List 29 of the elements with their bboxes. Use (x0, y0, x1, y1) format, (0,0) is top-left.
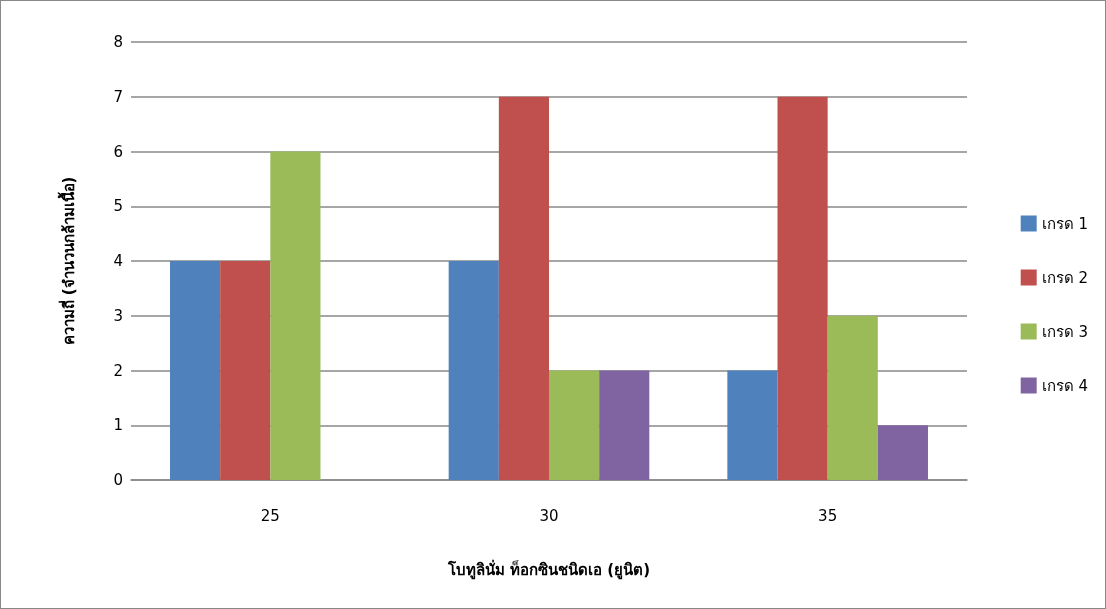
bar (599, 370, 650, 480)
y-tick-label: 2 (113, 361, 123, 380)
y-tick-label: 1 (113, 416, 123, 435)
bar (877, 425, 928, 480)
bar (170, 261, 221, 480)
legend-label: เกรด 4 (1041, 376, 1088, 395)
bar (827, 315, 878, 480)
y-tick-label: 0 (113, 471, 123, 489)
bar (448, 261, 499, 480)
y-axis-title: ความถี่ (จำนวนกล้ามเนื้อ) (56, 176, 78, 346)
bar (220, 261, 271, 480)
legend-label: เกรด 1 (1041, 214, 1088, 233)
y-tick-label: 8 (113, 33, 123, 51)
x-tick-label: 30 (539, 506, 559, 525)
x-axis-title: โบทูลินั่ม ท็อกซินชนิดเอ (ยูนิต) (446, 558, 651, 580)
y-tick-label: 6 (113, 142, 123, 161)
bar (498, 96, 549, 480)
x-tick-label: 35 (818, 506, 838, 525)
y-tick-label: 4 (113, 252, 123, 270)
legend-label: เกรด 3 (1041, 322, 1088, 341)
y-tick-label: 3 (113, 306, 123, 325)
bar (270, 151, 321, 480)
x-tick-label: 25 (260, 506, 280, 525)
bar (549, 370, 600, 480)
legend-label: เกรด 2 (1041, 268, 1088, 287)
y-tick-label: 5 (113, 197, 123, 216)
bar (777, 96, 828, 480)
y-tick-label: 7 (113, 87, 123, 106)
bar (727, 370, 778, 480)
